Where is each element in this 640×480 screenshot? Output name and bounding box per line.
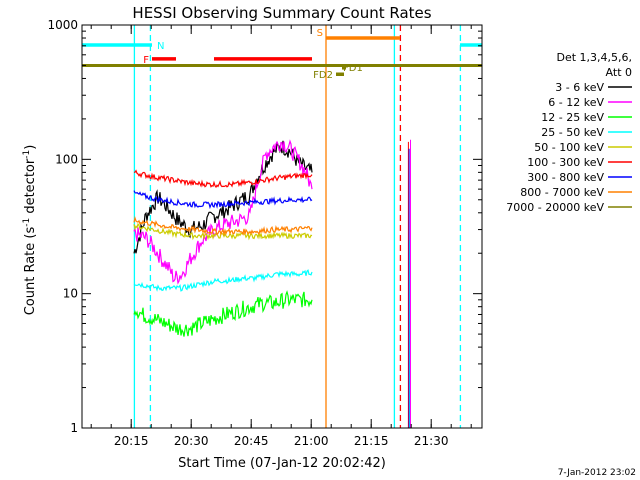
x-tick-label-3: 21:00 <box>294 434 329 448</box>
flag-label-s: S <box>317 28 323 39</box>
series-line-6 <box>133 190 313 210</box>
legend-label-5: 100 - 300 keV <box>527 156 604 169</box>
y-tick-label-0: 1 <box>70 421 78 435</box>
flag-label-fd2: FD2 <box>313 70 333 81</box>
legend-label-1: 6 - 12 keV <box>548 96 604 109</box>
series-lines <box>133 139 411 428</box>
legend: Det 1,3,4,5,6, Att 0 3 - 6 keV 6 - 12 keV… <box>506 51 632 214</box>
x-tick-label-2: 20:45 <box>234 434 269 448</box>
legend-label-8: 7000 - 20000 keV <box>506 201 604 214</box>
x-axis-label: Start Time (07-Jan-12 20:02:42) <box>178 456 386 471</box>
flag-label-n: N <box>157 41 164 52</box>
flag-label-f: F <box>143 55 149 66</box>
plot-frame <box>81 24 483 429</box>
footer-date: 7-Jan-2012 23:02 <box>558 468 636 478</box>
legend-title: Det 1,3,4,5,6, <box>556 51 632 64</box>
y-axis-label: Count Rate (s-1 detector-1) <box>22 145 38 316</box>
x-tick-label-1: 20:30 <box>174 434 209 448</box>
series-line-4 <box>133 222 313 241</box>
legend-label-4: 50 - 100 keV <box>534 141 604 154</box>
legend-label-0: 3 - 6 keV <box>555 81 604 94</box>
vertical-markers <box>133 25 462 428</box>
x-tick-label-5: 21:30 <box>414 434 449 448</box>
y-tick-label-2: 100 <box>55 152 78 166</box>
series-line-7 <box>133 215 313 237</box>
series-line-2 <box>133 290 313 337</box>
legend-label-3: 25 - 50 keV <box>541 126 604 139</box>
legend-subtitle: Att 0 <box>606 66 632 79</box>
series-line-3 <box>133 269 313 292</box>
series-line-5 <box>133 169 313 189</box>
x-tick-label-0: 20:15 <box>114 434 149 448</box>
legend-label-2: 12 - 25 keV <box>541 111 604 124</box>
chart-title: HESSI Observing Summary Count Rates <box>132 4 431 22</box>
y-tick-label-3: 1000 <box>47 18 78 32</box>
axes: 1 10 100 1000 20:15 20:30 20:45 21:00 21:15 21:30 <box>47 18 483 448</box>
x-tick-label-4: 21:15 <box>354 434 389 448</box>
y-tick-label-1: 10 <box>63 287 78 301</box>
series-line-0 <box>133 140 313 254</box>
flag-label-fd1: FD1 <box>343 63 363 74</box>
flag-bars: N S F FD1 FD2 <box>82 28 482 81</box>
legend-label-6: 300 - 800 keV <box>527 171 604 184</box>
legend-label-7: 800 - 7000 keV <box>520 186 604 199</box>
